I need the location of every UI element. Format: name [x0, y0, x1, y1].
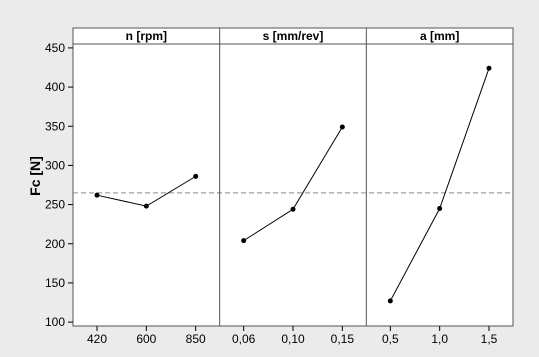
x-tick-label: 850 — [186, 332, 206, 346]
y-tick-label: 250 — [45, 198, 65, 212]
data-point — [486, 65, 492, 71]
panel-header-label: n [rpm] — [126, 29, 167, 43]
y-tick-label: 300 — [45, 158, 65, 172]
x-tick-label: 1,0 — [431, 332, 448, 346]
y-tick-label: 150 — [45, 276, 65, 290]
x-tick-label: 600 — [136, 332, 156, 346]
y-tick-label: 350 — [45, 119, 65, 133]
data-point — [437, 206, 443, 211]
plot-area — [72, 27, 514, 327]
y-tick-label: 100 — [45, 315, 65, 329]
x-tick-label: 420 — [87, 332, 107, 346]
x-tick-label: 0,10 — [281, 332, 305, 346]
panel-header-label: s [mm/rev] — [263, 29, 324, 43]
y-tick-label: 400 — [45, 80, 65, 94]
data-point — [241, 238, 247, 244]
data-point — [339, 124, 345, 130]
data-point — [290, 206, 296, 212]
panel-header-label: a [mm] — [420, 29, 459, 43]
y-tick-label: 450 — [45, 41, 65, 55]
data-point — [193, 173, 199, 179]
x-tick-label: 0,15 — [331, 332, 355, 346]
x-tick-label: 0,06 — [232, 332, 256, 346]
x-tick-label: 0,5 — [382, 332, 399, 346]
data-point — [94, 192, 100, 198]
y-axis-label: Fc [N] — [27, 156, 43, 196]
x-tick-label: 1,5 — [481, 332, 498, 346]
data-point — [387, 298, 393, 304]
data-point — [143, 203, 149, 209]
panel-header-strip — [72, 27, 514, 45]
y-tick-label: 200 — [45, 237, 65, 251]
